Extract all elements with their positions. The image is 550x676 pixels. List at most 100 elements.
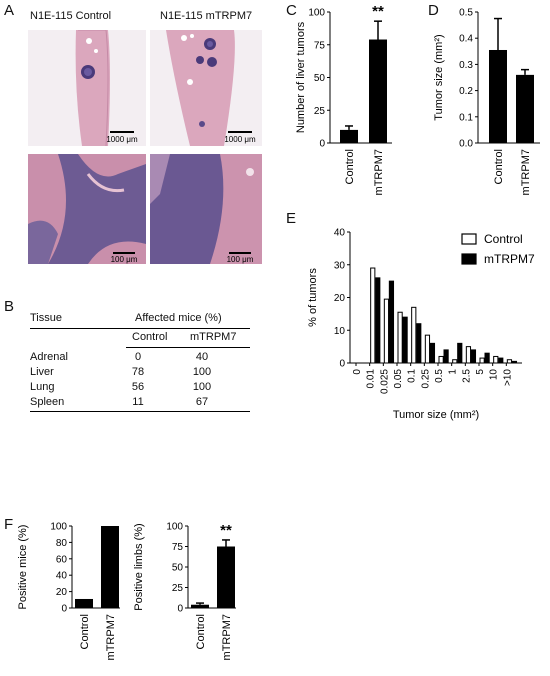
y-tick-label: 10	[334, 326, 346, 337]
scale-bar-label: 1000 μm	[224, 135, 256, 144]
table-cell-control: 0	[134, 351, 142, 363]
y-tick-label: 80	[56, 538, 68, 549]
bar-mtrpm7	[416, 323, 422, 364]
x-tick-label: 10	[489, 369, 500, 381]
bar-control	[370, 267, 376, 364]
x-tick-label: mTRPM7	[520, 149, 532, 195]
table-cell-tissue: Adrenal	[30, 351, 68, 363]
x-tick-label: >10	[502, 369, 513, 386]
y-tick-label: 0.5	[459, 8, 473, 19]
y-axis-label: % of tumors	[307, 268, 319, 327]
x-tick-label: mTRPM7	[221, 614, 233, 660]
scale-bar-label: 100 μm	[227, 255, 254, 264]
table-cell-tissue: Lung	[30, 381, 55, 393]
y-tick-label: 50	[314, 73, 326, 84]
y-tick-label: 40	[56, 571, 68, 582]
panel-label-d: D	[428, 2, 439, 19]
table-rule-top	[30, 328, 250, 329]
table-header-affected: Affected mice (%)	[135, 312, 222, 324]
scale-bar-label: 100 μm	[111, 255, 138, 264]
y-tick-label: 0.4	[459, 34, 473, 45]
bar	[191, 604, 209, 608]
y-tick-label: 0.3	[459, 60, 473, 71]
x-tick-label: Control	[493, 149, 505, 184]
table-cell-control: 78	[131, 366, 145, 378]
y-tick-label: 20	[56, 587, 68, 598]
bar	[369, 39, 387, 144]
y-tick-label: 0	[177, 604, 183, 615]
x-tick-label: 2.5	[461, 369, 472, 383]
x-tick-label: Control	[344, 149, 356, 184]
y-tick-label: 0.1	[459, 112, 473, 123]
y-tick-label: 75	[172, 542, 184, 553]
x-tick-label: 0.1	[407, 369, 418, 383]
bar-mtrpm7	[498, 357, 504, 364]
chart-tumor-size: 0.0 0.1 0.2 0.3 0.4 0.5 Tumor size (mm²) Contro…	[433, 8, 540, 195]
x-tick-label: 0.25	[420, 369, 431, 389]
table-cell-tissue: Spleen	[30, 396, 65, 408]
chart-positive-mice: 0 20 40 60 80 100 Positive mice (%) Control mTRP…	[17, 522, 120, 660]
bar	[340, 129, 358, 143]
y-tick-label: 30	[334, 260, 346, 271]
bar-mtrpm7	[511, 360, 518, 364]
scale-bar-label: 1000 μm	[106, 135, 138, 144]
histology-control-high-mag: 100 μm	[28, 154, 146, 264]
table-rule-bottom	[30, 411, 250, 412]
chart-positive-limbs: 0 25 50 75 100 Positive limbs (%) Control mTRPM…	[133, 522, 236, 660]
y-tick-label: 0	[61, 604, 67, 615]
legend-swatch	[461, 233, 477, 245]
x-tick-label: mTRPM7	[105, 614, 117, 660]
x-tick-label: 0.025	[379, 369, 390, 394]
panel-label-f: F	[4, 516, 14, 533]
bar-control	[493, 355, 499, 364]
x-tick-label: 0	[352, 369, 363, 375]
panel-label-a: A	[4, 2, 15, 19]
x-tick-label: Control	[195, 614, 207, 649]
bar-control	[506, 359, 513, 364]
panel-label-b: B	[4, 298, 15, 315]
table-row: Spleen 11 67	[30, 396, 250, 411]
y-tick-label: 100	[50, 522, 67, 533]
bar-mtrpm7	[429, 342, 436, 364]
y-tick-label: 0	[319, 139, 325, 150]
table-row: Adrenal 0 40	[30, 351, 250, 366]
y-tick-label: 25	[314, 106, 326, 117]
bar-control	[452, 359, 458, 364]
table-cell-mtrpm7: 100	[192, 381, 212, 393]
y-axis-label: Positive mice (%)	[17, 525, 29, 610]
table-row: Liver 78 100	[30, 366, 250, 381]
y-tick-label: 50	[172, 563, 184, 574]
y-axis-label: Positive limbs (%)	[133, 523, 145, 610]
y-tick-label: 0.2	[459, 86, 473, 97]
bar-mtrpm7	[388, 280, 395, 364]
bar-control	[397, 311, 403, 364]
y-tick-label: 25	[172, 583, 184, 594]
x-tick-label: Control	[79, 614, 91, 649]
table-header-control: Control	[132, 331, 168, 343]
table-cell-control: 11	[132, 396, 144, 408]
x-tick-label: mTRPM7	[373, 149, 385, 195]
bar-control	[479, 357, 485, 364]
table-cell-tissue: Liver	[30, 366, 54, 378]
bar-control	[411, 306, 417, 364]
bar	[101, 526, 119, 608]
table-header-mtrpm7: mTRPM7	[190, 331, 237, 343]
significance-marker: **	[372, 3, 384, 20]
x-tick-label: 1	[448, 369, 459, 375]
x-axis-label: Tumor size (mm²)	[393, 409, 479, 421]
affected-mice-table: Tissue Affected mice (%) Control mTRPM7 …	[30, 312, 250, 412]
panel-label-e: E	[286, 210, 297, 227]
bar-control	[383, 298, 390, 364]
bar	[516, 74, 534, 143]
bar-mtrpm7	[402, 316, 408, 364]
table-cell-control: 56	[131, 381, 145, 393]
y-tick-label: 0	[339, 359, 345, 370]
bar	[217, 546, 235, 608]
table-cell-mtrpm7: 100	[192, 366, 212, 378]
table-rule-mid	[126, 347, 250, 348]
bar-mtrpm7	[470, 349, 477, 364]
y-tick-label: 100	[166, 522, 183, 533]
y-tick-label: 40	[334, 228, 346, 239]
